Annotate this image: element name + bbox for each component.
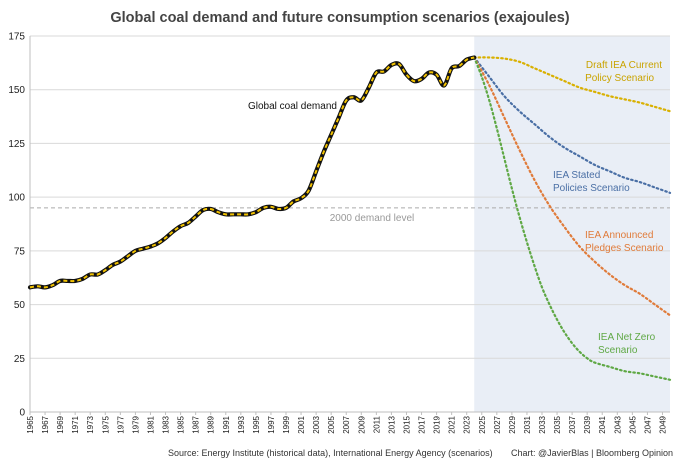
y-tick-label-100: 100 xyxy=(8,193,25,204)
x-tick-label-2045: 2045 xyxy=(628,415,637,433)
x-tick-label-1977: 1977 xyxy=(116,415,125,433)
x-tick-label-2025: 2025 xyxy=(478,415,487,433)
x-tick-label-1983: 1983 xyxy=(162,415,171,433)
x-tick-label-2009: 2009 xyxy=(357,415,366,433)
x-tick-label-1999: 1999 xyxy=(282,415,291,433)
series-line-iea-net-zero-scenario xyxy=(473,56,672,381)
x-tick-label-2023: 2023 xyxy=(463,415,472,433)
x-tick-label-1965: 1965 xyxy=(26,415,35,433)
annotation-announced-pledges-line1: IEA Announced xyxy=(585,230,653,241)
x-tick-label-1971: 1971 xyxy=(71,415,80,433)
x-tick-label-1995: 1995 xyxy=(252,415,261,433)
y-tick-label-0: 0 xyxy=(19,408,25,419)
x-tick-label-2015: 2015 xyxy=(402,415,411,433)
series-line-iea-stated-policies-scenario xyxy=(473,56,672,194)
reference-line-group: 2000 demand level xyxy=(30,207,670,224)
annotation-net-zero-line1: IEA Net Zero xyxy=(598,332,656,343)
y-tick-label-50: 50 xyxy=(14,300,26,311)
x-tick-label-2005: 2005 xyxy=(327,415,336,433)
x-tick-label-2021: 2021 xyxy=(448,415,457,433)
x-tick-label-1969: 1969 xyxy=(56,415,65,433)
x-tick-label-2043: 2043 xyxy=(613,415,622,433)
series-lines xyxy=(27,55,672,381)
x-tick-label-2011: 2011 xyxy=(372,415,381,433)
x-tick-label-1993: 1993 xyxy=(237,415,246,433)
x-tick-label-2047: 2047 xyxy=(643,415,652,433)
x-tick-label-2003: 2003 xyxy=(312,415,321,433)
x-tick-label-2017: 2017 xyxy=(418,415,427,433)
y-tick-label-125: 125 xyxy=(8,139,25,150)
x-tick-label-2013: 2013 xyxy=(387,415,396,433)
x-tick-label-1987: 1987 xyxy=(192,415,201,433)
x-tick-label-1989: 1989 xyxy=(207,415,216,433)
annotation-stated-policies-line2: Policies Scenario xyxy=(553,183,630,194)
x-tick-label-2037: 2037 xyxy=(568,415,577,433)
x-tick-label-2039: 2039 xyxy=(583,415,592,433)
scenario-shade-rect xyxy=(474,36,670,412)
y-tick-label-150: 150 xyxy=(8,85,25,96)
x-tick-label-2031: 2031 xyxy=(523,415,532,433)
chart-credit: Chart: @JavierBlas | Bloomberg Opinion xyxy=(511,448,673,458)
x-tick-label-1979: 1979 xyxy=(131,415,140,433)
x-tick-label-1967: 1967 xyxy=(41,415,50,433)
annotation-current-policy-line1: Draft IEA Current xyxy=(586,60,662,71)
series-line-iea-announced-pledges-scenario xyxy=(473,56,672,317)
series-line-draft-iea-current-policy-scenario xyxy=(473,56,672,113)
x-tick-label-2033: 2033 xyxy=(538,415,547,433)
annotation-announced-pledges-line2: Pledges Scenario xyxy=(585,243,664,254)
scenario-shading xyxy=(474,36,670,412)
series-line-global-coal-demand xyxy=(29,56,475,289)
y-tick-label-25: 25 xyxy=(14,354,26,365)
x-tick-label-2001: 2001 xyxy=(297,415,306,433)
source-note: Source: Energy Institute (historical dat… xyxy=(168,448,493,458)
x-tick-label-2049: 2049 xyxy=(658,415,667,433)
annotation-stated-policies-line1: IEA Stated xyxy=(553,170,600,181)
x-tick-label-1985: 1985 xyxy=(177,415,186,433)
x-tick-label-2027: 2027 xyxy=(493,415,502,433)
x-tick-label-2035: 2035 xyxy=(553,415,562,433)
x-tick-label-1991: 1991 xyxy=(222,415,231,433)
chart-title: Global coal demand and future consumptio… xyxy=(110,10,569,26)
annotation-current-policy-line2: Policy Scenario xyxy=(585,73,654,84)
x-tick-label-1997: 1997 xyxy=(267,415,276,433)
x-tick-label-2041: 2041 xyxy=(598,415,607,433)
annotation-global-coal-demand: Global coal demand xyxy=(248,101,337,112)
reference-line-label: 2000 demand level xyxy=(330,213,415,224)
x-tick-label-1981: 1981 xyxy=(146,415,155,433)
annotation-net-zero-line2: Scenario xyxy=(598,345,638,356)
y-tick-label-75: 75 xyxy=(14,246,26,257)
x-tick-label-1975: 1975 xyxy=(101,415,110,433)
x-tick-label-2007: 2007 xyxy=(342,415,351,433)
x-tick-label-2029: 2029 xyxy=(508,415,517,433)
axes: 0 25 50 75 100 125 150 175 1965 1967 1969 1971 1973 1… xyxy=(8,32,670,434)
x-tick-label-1973: 1973 xyxy=(86,415,95,433)
x-tick-label-2019: 2019 xyxy=(433,415,442,433)
y-tick-label-175: 175 xyxy=(8,32,25,43)
